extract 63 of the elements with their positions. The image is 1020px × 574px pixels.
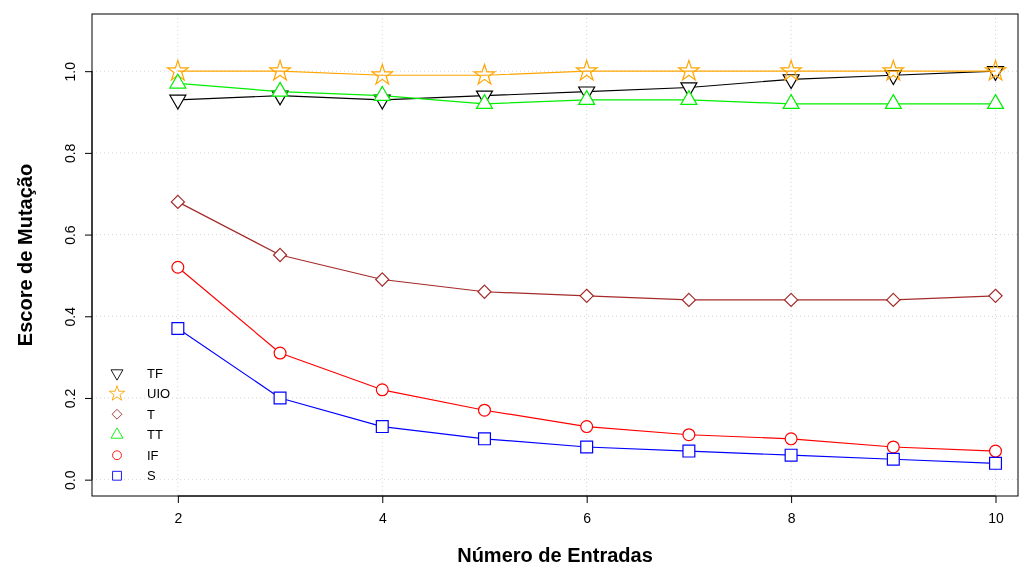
legend-label: S [147, 468, 156, 484]
point [784, 432, 798, 446]
point [477, 284, 492, 299]
point [477, 432, 491, 446]
point [171, 260, 185, 274]
legend-label: TT [147, 427, 163, 443]
point [580, 440, 594, 454]
point [984, 59, 1007, 81]
point [986, 94, 1005, 110]
legend-label: IF [147, 447, 159, 463]
point [782, 94, 800, 110]
point [682, 444, 696, 458]
point [780, 59, 802, 81]
y-tick-label: 0.2 [61, 388, 78, 409]
point [682, 428, 696, 442]
legend-label: UIO [147, 386, 171, 402]
y-tick-label: 1.0 [61, 61, 78, 82]
point [272, 247, 288, 263]
point [273, 346, 287, 360]
point [678, 59, 700, 81]
point [167, 59, 189, 81]
point [680, 89, 698, 105]
point [475, 94, 494, 110]
y-tick-label: 0.6 [61, 225, 78, 245]
x-axis-title: Número de Entradas [457, 544, 653, 566]
y-tick-label: 0.8 [61, 143, 78, 164]
point [269, 59, 291, 81]
legend-label: T [147, 406, 155, 422]
x-tick-label: 6 [583, 509, 592, 526]
point [884, 94, 902, 110]
point [575, 59, 598, 81]
y-tick-label: 0.4 [61, 306, 78, 327]
point [988, 288, 1003, 304]
point [882, 59, 905, 81]
point [169, 73, 187, 89]
point [371, 63, 394, 85]
point [477, 403, 491, 417]
point [170, 194, 186, 210]
point [273, 391, 287, 405]
point [886, 292, 901, 308]
point [783, 292, 799, 308]
point [579, 288, 594, 304]
x-tick-label: 2 [174, 509, 183, 526]
point [171, 322, 185, 336]
point [473, 63, 496, 85]
x-tick-label: 10 [988, 509, 1005, 526]
point [373, 85, 391, 101]
point [681, 292, 697, 308]
point [375, 383, 389, 397]
point [375, 272, 390, 287]
legend-label: TF [147, 365, 163, 381]
point [989, 444, 1003, 458]
point [784, 448, 798, 462]
x-tick-label: 8 [787, 509, 796, 526]
point [271, 81, 289, 97]
point [375, 420, 389, 434]
x-tick-label: 4 [378, 509, 387, 526]
y-tick-label: 0.0 [61, 470, 78, 490]
point [886, 452, 900, 466]
point [989, 456, 1003, 470]
point [580, 420, 594, 434]
y-axis-title: Escore de Mutação [14, 163, 36, 347]
point [886, 440, 900, 454]
